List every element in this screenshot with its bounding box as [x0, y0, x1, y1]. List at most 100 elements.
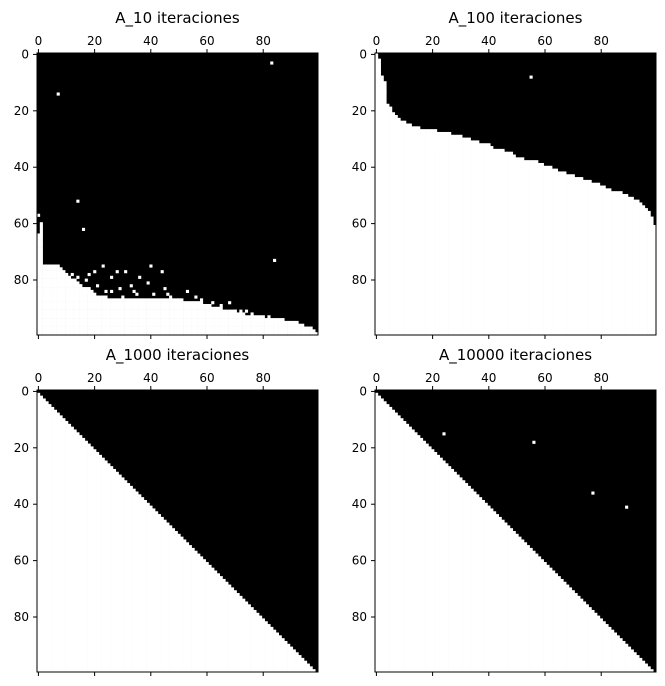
heatmap-cell	[140, 309, 145, 313]
heatmap-cell	[214, 332, 218, 336]
heatmap-cell	[155, 332, 159, 336]
y-tick-label: 80	[14, 273, 29, 287]
column-run	[298, 655, 302, 672]
heatmap-cell	[48, 284, 52, 288]
heatmap-cell	[191, 303, 195, 308]
white-cells	[442, 432, 629, 509]
heatmap-cell	[37, 284, 41, 288]
heatmap-cell	[87, 301, 91, 305]
heatmap-cell	[160, 303, 164, 308]
column-run	[459, 134, 463, 335]
heatmap-cell	[135, 298, 139, 302]
heatmap-cell	[124, 318, 128, 322]
heatmap-cell	[242, 312, 246, 316]
heatmap-cell	[247, 320, 251, 325]
heatmap-cell	[180, 332, 184, 336]
heatmap-cell	[211, 320, 215, 325]
heatmap-cell	[104, 315, 108, 319]
heatmap-cell	[51, 272, 55, 277]
heatmap-cell	[146, 329, 150, 333]
column-run	[495, 148, 499, 335]
heatmap-cell	[62, 309, 66, 313]
heatmap-cell	[76, 332, 80, 336]
heatmap-cell	[101, 298, 105, 302]
heatmap-cell	[48, 267, 52, 271]
heatmap-cell	[67, 287, 72, 291]
heatmap-cell	[48, 264, 52, 268]
heatmap-cell	[56, 329, 60, 333]
heatmap-cell	[70, 326, 74, 330]
heatmap-cell	[264, 323, 268, 327]
heatmap-cell	[101, 309, 105, 313]
heatmap-cell	[275, 318, 279, 322]
column-run	[96, 452, 100, 672]
heatmap-cell	[138, 301, 142, 305]
heatmap-cell	[397, 123, 401, 127]
column-run	[613, 191, 618, 335]
heatmap-cell	[185, 332, 190, 336]
heatmap-cell	[45, 312, 49, 316]
column-run	[613, 632, 618, 672]
heatmap-cell	[166, 303, 170, 308]
x-tick-label: 40	[143, 34, 158, 48]
heatmap-cell	[98, 295, 102, 299]
heatmap-cell	[79, 320, 83, 325]
heatmap-cell	[73, 315, 77, 319]
heatmap-cell	[146, 332, 150, 336]
y-tick-label: 40	[14, 497, 29, 511]
heatmap-cell	[278, 332, 282, 336]
heatmap-cell	[197, 332, 201, 336]
heatmap-cell	[146, 323, 150, 327]
heatmap-cell	[56, 270, 60, 274]
column-run	[504, 151, 508, 335]
heatmap-cell	[98, 318, 102, 322]
heatmap-cell	[284, 320, 288, 325]
heatmap-cell	[39, 241, 43, 246]
column-run	[456, 134, 460, 335]
heatmap-cell	[211, 323, 215, 327]
heatmap-cell	[56, 309, 60, 313]
heatmap-cell	[118, 287, 122, 291]
heatmap-cell	[104, 306, 108, 310]
heatmap-cell	[45, 281, 49, 285]
heatmap-cell	[110, 318, 114, 322]
y-tick-label: 0	[21, 47, 29, 61]
heatmap-cell	[239, 323, 243, 327]
column-run	[428, 129, 432, 335]
heatmap-cell	[98, 329, 102, 333]
heatmap-cell	[96, 306, 100, 310]
heatmap-cell	[247, 315, 251, 319]
heatmap-cell	[188, 306, 192, 310]
heatmap-cell	[84, 329, 88, 333]
heatmap-cell	[59, 312, 63, 316]
column-run	[199, 556, 204, 672]
heatmap-cell	[191, 312, 195, 316]
heatmap-cell	[51, 315, 55, 319]
heatmap-cell	[132, 306, 136, 310]
heatmap-cell	[110, 309, 114, 313]
heatmap-cell	[163, 323, 167, 327]
heatmap-cell	[81, 320, 86, 325]
heatmap-cell	[289, 326, 294, 330]
heatmap-cell	[228, 312, 232, 316]
x-tick-label: 20	[87, 371, 102, 385]
heatmap-cell	[132, 326, 136, 330]
heatmap-cell	[53, 278, 57, 282]
column-run	[281, 638, 285, 672]
column-run	[303, 660, 308, 672]
heatmap-cell	[222, 320, 226, 325]
heatmap-cell	[188, 309, 192, 313]
column-run	[543, 562, 547, 672]
column-run	[456, 474, 460, 672]
heatmap-cell	[160, 312, 164, 316]
column-run	[543, 165, 547, 335]
column-run	[608, 188, 612, 335]
heatmap-cell	[233, 318, 237, 322]
heatmap-cell	[180, 323, 184, 327]
heatmap-cell	[39, 264, 43, 268]
x-tick-label: 40	[481, 34, 496, 48]
heatmap-cell	[65, 312, 69, 316]
heatmap-cell	[37, 306, 41, 310]
heatmap-cell	[202, 329, 206, 333]
heatmap-cell	[261, 332, 265, 336]
